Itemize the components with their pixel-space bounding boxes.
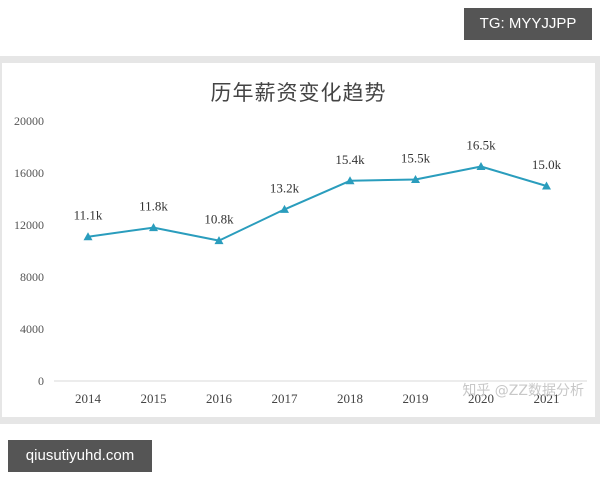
data-label: 13.2k [270, 180, 300, 195]
line-chart: 0 4000 8000 12000 16000 20000 2014 2015 2016 2017… [14, 114, 587, 406]
data-label: 10.8k [204, 212, 234, 227]
y-tick-label: 12000 [14, 218, 44, 232]
x-tick-label: 2019 [403, 391, 429, 406]
data-label: 11.8k [139, 199, 168, 214]
x-tick-label: 2014 [75, 391, 102, 406]
y-tick-label: 4000 [20, 322, 44, 336]
x-tick-label: 2018 [337, 391, 363, 406]
triangle-marker-icon [476, 162, 486, 170]
triangle-marker-icon [83, 232, 93, 241]
triangle-marker-icon [149, 223, 158, 232]
watermark-tag-bottom: qiusutiyuhd.com [8, 440, 152, 472]
data-line [87, 165, 547, 242]
x-tick-label: 2020 [468, 391, 494, 406]
data-label: 15.0k [532, 157, 562, 172]
x-tick-label: 2016 [206, 391, 233, 406]
y-tick-label: 0 [38, 374, 44, 388]
watermark-tag-top: TG: MYYJJPP [464, 8, 592, 40]
data-label: 15.4k [335, 152, 365, 167]
triangle-marker-icon [411, 175, 420, 183]
triangle-marker-icon [345, 176, 355, 185]
triangle-marker-icon [280, 204, 289, 213]
chart-frame: 历年薪资变化趋势 0 4000 8000 12000 16000 20000 2014 201… [0, 56, 600, 424]
chart-title: 历年薪资变化趋势 [210, 81, 387, 105]
x-tick-label: 2021 [534, 391, 560, 406]
x-tick-label: 2015 [141, 391, 167, 406]
data-label: 16.5k [466, 138, 496, 153]
y-tick-label: 20000 [14, 114, 44, 128]
triangle-marker-icon [214, 236, 224, 245]
x-tick-label: 2017 [272, 391, 299, 406]
y-tick-label: 8000 [20, 270, 44, 284]
data-label: 11.1k [74, 208, 103, 223]
triangle-marker-icon [542, 181, 551, 190]
data-label: 15.5k [401, 151, 431, 166]
chart-card: 历年薪资变化趋势 0 4000 8000 12000 16000 20000 2014 201… [2, 63, 595, 417]
chart-watermark: 知乎 @ZZ数据分析 [462, 382, 584, 399]
y-tick-label: 16000 [14, 166, 44, 180]
